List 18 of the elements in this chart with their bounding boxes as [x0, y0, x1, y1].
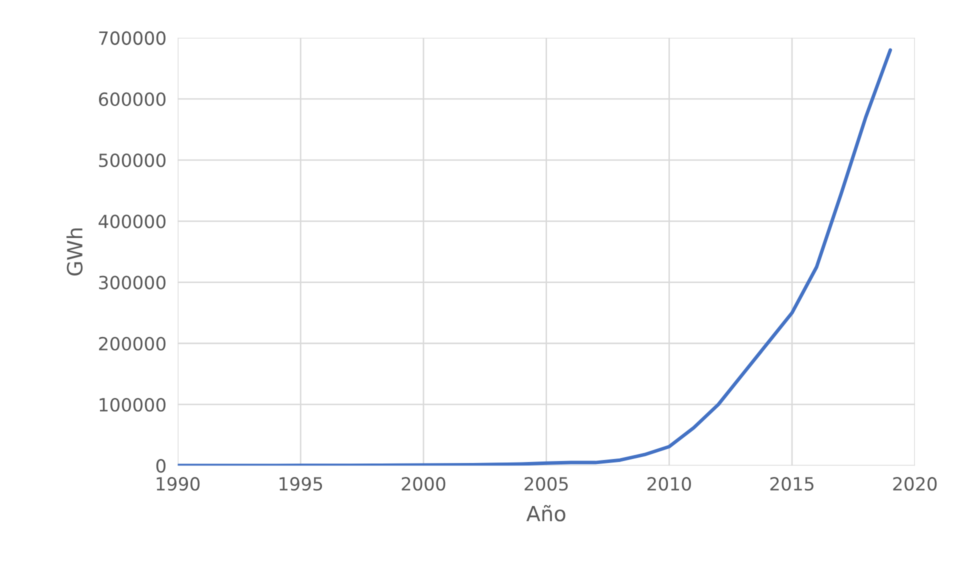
y-tick-label: 300000	[99, 276, 166, 290]
x-tick-label: 2000	[402, 477, 446, 491]
y-tick-label: 700000	[99, 31, 166, 45]
y-tick-label: 400000	[98, 214, 166, 228]
x-tick-label: 1990	[156, 477, 200, 491]
x-axis-title: Año	[526, 504, 566, 522]
y-tick-label: 500000	[99, 154, 166, 168]
y-tick-label: 200000	[99, 336, 166, 350]
line-series	[178, 48, 892, 466]
y-tick-label: 600000	[99, 92, 166, 106]
x-tick-label: 1995	[280, 477, 322, 491]
x-tick-label: 2010	[648, 477, 691, 491]
y-tick-label: 0	[156, 459, 166, 473]
x-tick-label: 2005	[524, 477, 568, 491]
y-axis-title: GWh	[66, 228, 83, 276]
x-tick-label: 2015	[770, 477, 814, 491]
y-tick-label: 100000	[100, 398, 166, 412]
x-tick-label: 2020	[893, 477, 937, 491]
